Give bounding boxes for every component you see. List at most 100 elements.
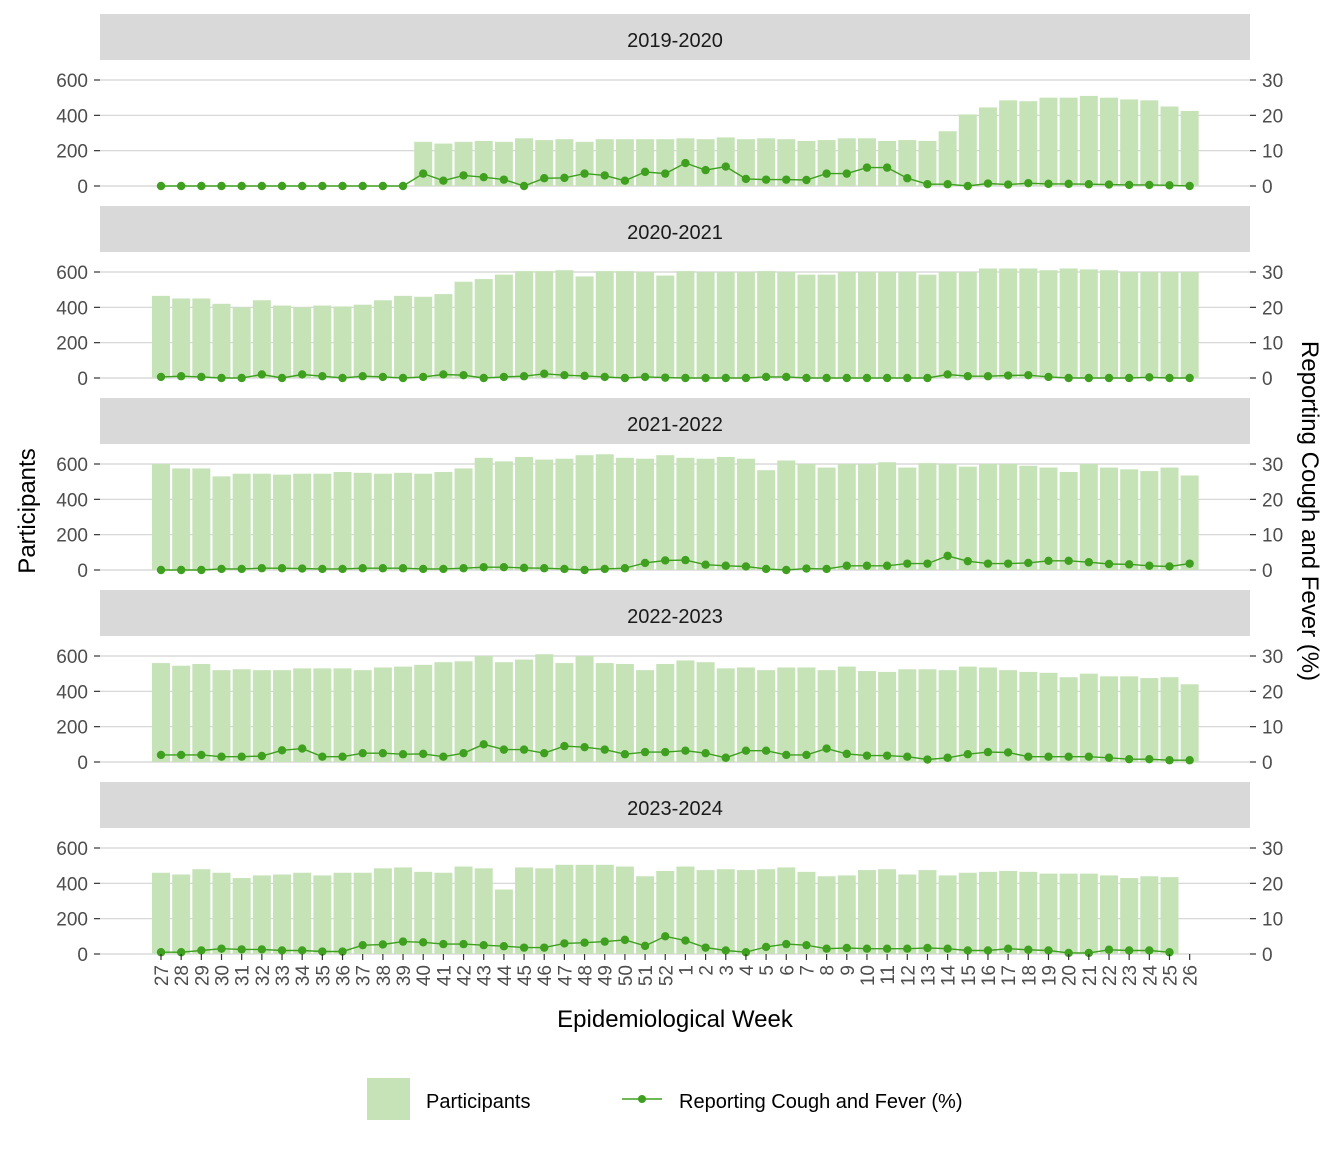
- x-tick-label: 36: [334, 965, 355, 986]
- participants-bar: [515, 867, 534, 954]
- participants-bar: [978, 464, 997, 570]
- cough-fever-point: [580, 938, 589, 947]
- participants-bar: [636, 272, 655, 378]
- x-tick-label: 27: [152, 965, 173, 986]
- right-tick-label: 0: [1262, 177, 1273, 198]
- participants-bar: [595, 864, 614, 954]
- cough-fever-point: [842, 943, 851, 953]
- cough-fever-point: [1165, 373, 1174, 383]
- participants-bar: [777, 272, 796, 378]
- participants-bar: [636, 139, 655, 186]
- cough-fever-point: [741, 562, 751, 571]
- participants-bar: [1120, 272, 1139, 378]
- participants-bar: [797, 140, 816, 186]
- right-tick-label: 10: [1262, 334, 1283, 355]
- cough-fever-point: [560, 741, 569, 751]
- x-tick-label: 23: [1120, 965, 1141, 986]
- participants-bar: [716, 137, 735, 186]
- cough-fever-point: [1024, 370, 1033, 380]
- participants-bar: [757, 470, 776, 570]
- cough-fever-point: [943, 551, 952, 561]
- x-tick-label: 43: [475, 965, 496, 986]
- cough-fever-point: [822, 169, 831, 178]
- participants-bar: [373, 667, 392, 762]
- participants-bar: [273, 874, 292, 954]
- cough-fever-point: [802, 373, 811, 383]
- right-y-axis-title: Reporting Cough and Fever (%): [1296, 341, 1323, 681]
- right-tick-label: 30: [1262, 839, 1283, 860]
- x-tick-label: 17: [999, 965, 1020, 986]
- cough-fever-point: [761, 175, 771, 184]
- participants-bar: [898, 467, 917, 570]
- participants-bar: [1059, 471, 1078, 570]
- participants-bar: [1160, 272, 1179, 378]
- cough-fever-point: [963, 556, 972, 566]
- cough-fever-point: [862, 944, 872, 953]
- cough-fever-point: [1064, 556, 1073, 566]
- participants-bar: [1140, 876, 1159, 954]
- cough-fever-point: [822, 564, 831, 574]
- participants-bar: [1160, 467, 1179, 570]
- cough-fever-point: [903, 752, 912, 761]
- participants-bar: [212, 670, 231, 762]
- x-tick-label: 41: [434, 965, 455, 986]
- x-tick-label: 3: [717, 965, 738, 976]
- cough-fever-point: [338, 564, 347, 574]
- cough-fever-point: [338, 752, 347, 761]
- participants-bar: [252, 300, 271, 378]
- cough-fever-point: [640, 941, 650, 951]
- cough-fever-point: [297, 564, 307, 573]
- cough-fever-point: [640, 372, 650, 382]
- participants-bar: [1039, 873, 1058, 954]
- cough-fever-point: [923, 755, 932, 764]
- participants-bar: [192, 468, 211, 570]
- participants-bar: [353, 670, 372, 762]
- participants-bar: [555, 270, 574, 378]
- cough-fever-point: [983, 559, 993, 568]
- participants-bar: [696, 272, 715, 378]
- cough-fever-point: [419, 749, 428, 759]
- cough-fever-point: [943, 180, 952, 189]
- participants-bar: [232, 473, 251, 570]
- participants-bar: [595, 663, 614, 762]
- participants-bar: [515, 138, 534, 186]
- participants-bar: [1059, 268, 1078, 378]
- cough-fever-point: [701, 373, 710, 383]
- participants-bar: [1160, 677, 1179, 762]
- participants-bar: [172, 468, 191, 570]
- participants-bar: [656, 455, 675, 570]
- cough-fever-point: [983, 747, 993, 757]
- x-tick-label: 30: [213, 965, 234, 986]
- participants-bar: [938, 670, 957, 762]
- right-tick-label: 30: [1262, 263, 1283, 284]
- cough-fever-point: [1024, 558, 1033, 568]
- cough-fever-point: [419, 169, 428, 178]
- cough-fever-point: [600, 171, 609, 180]
- cough-fever-point: [519, 181, 529, 191]
- participants-bar: [777, 667, 796, 762]
- participants-bar: [454, 141, 473, 186]
- participants-bar: [777, 139, 796, 186]
- cough-fever-point: [681, 936, 690, 945]
- cough-fever-point: [761, 564, 771, 574]
- participants-bar: [636, 458, 655, 570]
- participants-bar: [958, 272, 977, 378]
- cough-fever-point: [1064, 948, 1073, 958]
- participants-bar: [999, 670, 1018, 762]
- cough-fever-point: [297, 181, 307, 191]
- left-tick-label: 600: [56, 839, 88, 860]
- participants-bar: [1180, 475, 1199, 570]
- participants-bar: [757, 869, 776, 954]
- cough-fever-point: [903, 373, 912, 383]
- cough-fever-point: [439, 752, 448, 761]
- right-tick-label: 10: [1262, 526, 1283, 547]
- cough-fever-point: [1145, 754, 1154, 764]
- cough-fever-point: [963, 372, 972, 381]
- participants-bar: [777, 867, 796, 954]
- participants-bar: [535, 868, 554, 954]
- x-tick-label: 7: [797, 965, 818, 976]
- left-tick-label: 200: [56, 334, 88, 355]
- cough-fever-point: [943, 753, 952, 762]
- participants-bar: [878, 671, 897, 762]
- cough-fever-point: [721, 753, 730, 762]
